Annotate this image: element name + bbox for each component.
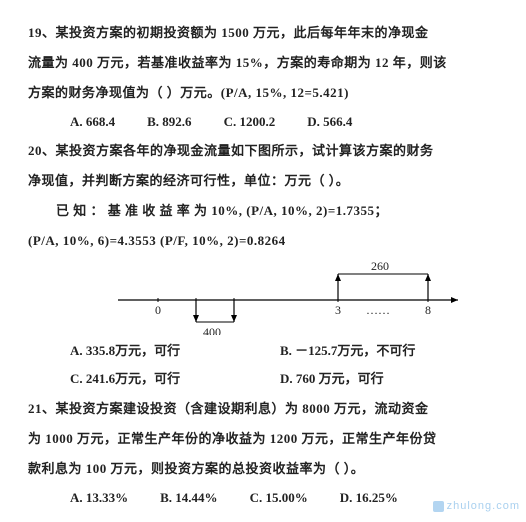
q20-line1: 20、某投资方案各年的净现金流量如下图所示，试计算该方案的财务 — [28, 136, 498, 166]
q21-opt-a: A. 13.33% — [70, 484, 128, 513]
q20-line4: (P/A, 10%, 6)=4.3553 (P/F, 10%, 2)=0.826… — [28, 226, 498, 256]
svg-text:……: …… — [366, 303, 390, 317]
q21-opt-c: C. 15.00% — [250, 484, 308, 513]
svg-text:8: 8 — [425, 303, 431, 317]
q19-line3: 方案的财务净现值为（ ）万元。(P/A, 15%, 12=5.421) — [28, 78, 498, 108]
q19-line1: 19、某投资方案的初期投资额为 1500 万元，此后每年年末的净现金 — [28, 18, 498, 48]
q20-opt-c: C. 241.6万元，可行 — [70, 365, 280, 394]
q20-opt-a: A. 335.8万元，可行 — [70, 337, 280, 366]
q21-line2: 为 1000 万元，正常生产年份的净收益为 1200 万元，正常生产年份贷 — [28, 424, 498, 454]
q19-opt-c: C. 1200.2 — [224, 108, 276, 137]
q19-opt-a: A. 668.4 — [70, 108, 115, 137]
q19-opt-d: D. 566.4 — [307, 108, 352, 137]
exam-page: 19、某投资方案的初期投资额为 1500 万元，此后每年年末的净现金 流量为 4… — [0, 0, 526, 522]
svg-text:400: 400 — [203, 325, 221, 335]
q20-line3: 已 知 ： 基 准 收 益 率 为 10%, (P/A, 10%, 2)=1.7… — [56, 196, 498, 226]
q19-options: A. 668.4 B. 892.6 C. 1200.2 D. 566.4 — [70, 108, 498, 137]
q19-line2: 流量为 400 万元，若基准收益率为 15%，方案的寿命期为 12 年，则该 — [28, 48, 498, 78]
q19-opt-b: B. 892.6 — [147, 108, 191, 137]
q20-options: A. 335.8万元，可行 B. －125.7万元，不可行 C. 241.6万元… — [70, 337, 498, 394]
svg-text:3: 3 — [335, 303, 341, 317]
q20-opt-b: B. －125.7万元，不可行 — [280, 337, 415, 366]
watermark-icon — [433, 501, 444, 512]
svg-text:0: 0 — [155, 303, 161, 317]
svg-text:260: 260 — [371, 260, 389, 273]
q21-opt-d: D. 16.25% — [340, 484, 398, 513]
q21-line1: 21、某投资方案建设投资（含建设期利息）为 8000 万元，流动资金 — [28, 394, 498, 424]
cashflow-diagram: 0 3 …… 8 260 400 — [28, 260, 498, 335]
watermark: zhulong.com — [433, 500, 520, 512]
watermark-text: zhulong.com — [447, 500, 520, 512]
q20-line2: 净现值，并判断方案的经济可行性，单位：万元（ ）。 — [28, 166, 498, 196]
q21-line3: 款利息为 100 万元，则投资方案的总投资收益率为（ ）。 — [28, 454, 498, 484]
q20-opt-d: D. 760 万元，可行 — [280, 365, 384, 394]
q21-opt-b: B. 14.44% — [160, 484, 217, 513]
